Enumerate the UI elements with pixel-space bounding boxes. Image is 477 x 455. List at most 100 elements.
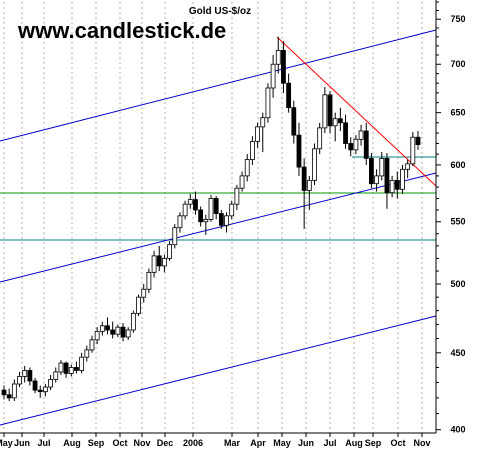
candle-body-up [125, 329, 131, 338]
candle-body-up [182, 203, 188, 217]
axes: MayJunJulAugSepOctNovDec2006MarAprMayJun… [0, 0, 466, 448]
candle-body-up [374, 175, 380, 185]
y-tick-label: 400 [450, 425, 465, 435]
y-tick-label: 500 [450, 279, 465, 289]
x-tick-label: 2006 [183, 438, 203, 448]
candle-body-down [213, 198, 219, 214]
candle-body-down [105, 325, 110, 331]
candle-body-up [141, 288, 147, 298]
candle-body-down [281, 49, 286, 84]
channel-upper-line [0, 29, 437, 142]
y-tick-label: 550 [450, 217, 465, 227]
x-tick-label: May [273, 438, 291, 448]
candle-body-up [275, 49, 281, 65]
y-tick-label: 700 [450, 59, 465, 69]
candle-body-up [249, 141, 255, 160]
candle-body-up [68, 367, 74, 374]
candle-body-up [410, 136, 416, 165]
trend-lines [0, 29, 437, 426]
candle-body-up [239, 175, 245, 189]
candle-body-up [99, 325, 105, 332]
candle-body-up [43, 386, 48, 393]
candle-body-down [218, 213, 224, 226]
candle-body-down [120, 326, 126, 338]
x-tick-label: May [0, 438, 13, 448]
candle-body-down [27, 370, 33, 382]
candle-body-down [156, 255, 162, 267]
candle-body-up [89, 339, 95, 351]
candle-body-down [63, 362, 69, 374]
candle-body-down [343, 122, 348, 144]
x-tick-label: Aug [63, 438, 81, 448]
candle-body-up [94, 330, 100, 341]
candle-body-down [193, 199, 198, 211]
candle-body-up [255, 126, 260, 142]
candle-body-up [177, 215, 183, 229]
candle-body-down [110, 329, 116, 335]
candle-body-up [115, 326, 121, 335]
y-tick-label: 750 [450, 14, 465, 24]
candle-body-up [306, 179, 312, 191]
candle-body-down [296, 134, 302, 168]
candle-body-down [32, 380, 38, 391]
y-tick-label: 600 [450, 160, 465, 170]
candle-body-up [379, 158, 385, 177]
y-tick-label: 650 [450, 108, 465, 118]
x-tick-label: Mar [224, 438, 241, 448]
candle-body-up [389, 179, 395, 194]
chart-title: Gold US-$/oz [189, 6, 251, 17]
y-tick-label: 450 [450, 348, 465, 358]
x-tick-label: Oct [390, 438, 405, 448]
candle-body-up [358, 130, 364, 140]
candle-body-up [48, 379, 53, 388]
candle-body-up [151, 255, 157, 273]
candle-body-down [1, 389, 7, 396]
x-tick-label: Jul [323, 438, 336, 448]
candle-body-up [244, 159, 250, 177]
candle-body-down [74, 367, 79, 371]
x-tick-label: Nov [133, 438, 150, 448]
x-tick-label: Apr [250, 438, 266, 448]
candle-body-down [363, 130, 369, 159]
candle-body-down [394, 179, 400, 190]
candle-body-up [265, 87, 271, 119]
x-tick-label: Jun [298, 438, 314, 448]
candle-body-up [17, 376, 22, 385]
candle-body-down [286, 82, 292, 109]
x-tick-label: Dec [157, 438, 174, 448]
x-tick-label: Jul [37, 438, 50, 448]
candle-body-up [136, 296, 141, 314]
candle-body-up [270, 63, 276, 89]
candle-body-up [79, 356, 85, 371]
candle-body-down [301, 166, 307, 191]
resistance-line [276, 36, 437, 187]
candle-body-up [322, 94, 328, 129]
candle-body-up [224, 215, 229, 226]
candle-body-up [53, 371, 59, 380]
candle-body-up [229, 203, 235, 217]
candle-body-up [208, 198, 214, 220]
candle-body-up [130, 312, 136, 331]
candle-body-down [291, 107, 297, 136]
x-tick-label: Sep [365, 438, 382, 448]
candle-body-up [312, 148, 317, 181]
candle-body-down [415, 136, 421, 145]
candle-body-up [22, 370, 28, 377]
candle-body-up [162, 257, 167, 267]
candle-body-up [203, 218, 209, 223]
candle-body-up [167, 244, 173, 259]
candle-body-up [234, 187, 240, 205]
candle-body-down [327, 94, 333, 127]
candle-body-up [84, 349, 90, 358]
candle-body-down [384, 158, 390, 194]
candle-body-up [317, 127, 323, 150]
watermark-text: www.candlestick.de [17, 18, 226, 43]
channel-middle-line [0, 172, 437, 283]
candle-body-down [198, 209, 204, 223]
candle-body-down [337, 118, 343, 124]
x-tick-label: Jun [14, 438, 30, 448]
candle-body-up [260, 117, 266, 128]
